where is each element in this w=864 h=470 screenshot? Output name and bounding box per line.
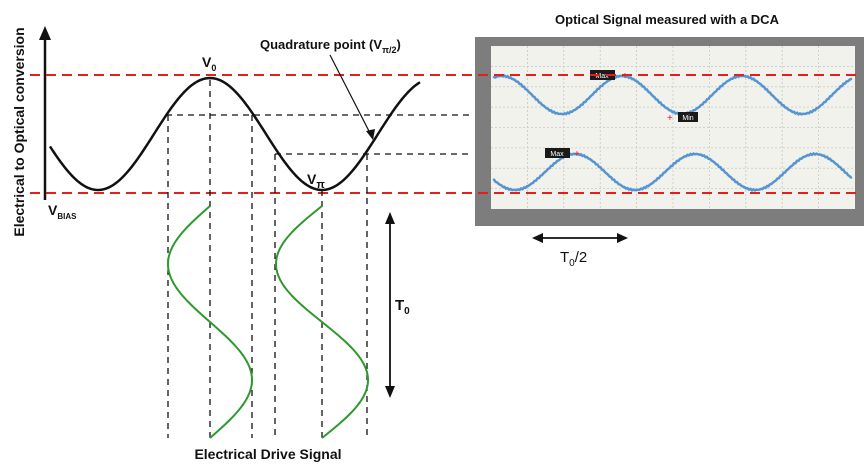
quadrature-pointer bbox=[329, 54, 375, 140]
marker-upper-min: Min + bbox=[667, 112, 698, 124]
y-axis-title: Electrical to Optical conversion bbox=[11, 27, 27, 236]
svg-text:+: + bbox=[667, 113, 673, 124]
optical-trace-upper bbox=[492, 74, 853, 116]
transfer-curve bbox=[48, 76, 421, 192]
t0-half-label: T0/2 bbox=[560, 249, 587, 269]
marker-upper-max: Max + bbox=[590, 70, 628, 82]
vpi-label: Vπ bbox=[307, 171, 325, 191]
vbias-label: VBIAS bbox=[48, 202, 77, 221]
marker-lower-max: Max + bbox=[545, 148, 580, 160]
svg-text:Max: Max bbox=[550, 151, 564, 158]
dca-title: Optical Signal measured with a DCA bbox=[555, 12, 780, 27]
drive-signal-right bbox=[274, 205, 370, 439]
svg-text:Max: Max bbox=[595, 73, 609, 80]
quadrature-label: Quadrature point (Vπ/2) bbox=[260, 37, 401, 55]
t0-label: T0 bbox=[395, 297, 410, 317]
t0-arrow bbox=[385, 212, 395, 398]
svg-text:+: + bbox=[574, 149, 580, 160]
svg-text:Min: Min bbox=[682, 115, 693, 122]
drive-signal-left bbox=[166, 205, 254, 439]
projection-lines bbox=[166, 80, 473, 438]
svg-text:+: + bbox=[622, 71, 628, 82]
dca-grid bbox=[491, 46, 855, 209]
optical-trace-lower bbox=[492, 151, 853, 192]
dca-screen: Max + Min + Max + bbox=[475, 37, 864, 226]
reference-lines bbox=[30, 74, 860, 194]
v0-label: V0 bbox=[202, 54, 216, 73]
t0-half-arrow bbox=[532, 233, 628, 243]
y-axis bbox=[39, 26, 51, 200]
drive-signal-title: Electrical Drive Signal bbox=[194, 446, 341, 462]
